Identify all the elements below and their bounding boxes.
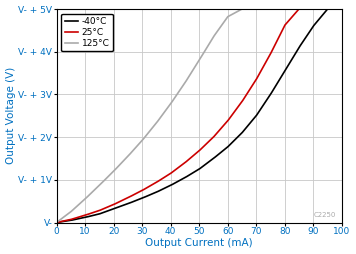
Y-axis label: Output Voltage (V): Output Voltage (V) <box>6 67 16 164</box>
-40°C <box>288 60 293 63</box>
125°C <box>218 26 222 29</box>
-40°C <box>54 221 59 224</box>
25°C <box>176 166 180 169</box>
25°C <box>54 221 59 224</box>
125°C <box>54 221 59 224</box>
Text: C2250: C2250 <box>314 212 336 218</box>
-40°C <box>209 159 213 162</box>
Line: -40°C: -40°C <box>57 0 342 223</box>
Line: 25°C: 25°C <box>57 0 313 223</box>
25°C <box>207 139 211 142</box>
125°C <box>149 128 153 131</box>
25°C <box>178 165 182 168</box>
-40°C <box>190 172 194 175</box>
-40°C <box>224 147 229 150</box>
-40°C <box>333 0 337 2</box>
125°C <box>173 95 178 98</box>
25°C <box>305 0 309 1</box>
Line: 125°C: 125°C <box>57 0 256 223</box>
125°C <box>151 126 155 129</box>
25°C <box>265 59 269 62</box>
125°C <box>162 110 167 114</box>
-40°C <box>192 171 196 174</box>
25°C <box>193 152 198 155</box>
Legend: -40°C, 25°C, 125°C: -40°C, 25°C, 125°C <box>61 13 113 51</box>
X-axis label: Output Current (mA): Output Current (mA) <box>145 239 253 248</box>
